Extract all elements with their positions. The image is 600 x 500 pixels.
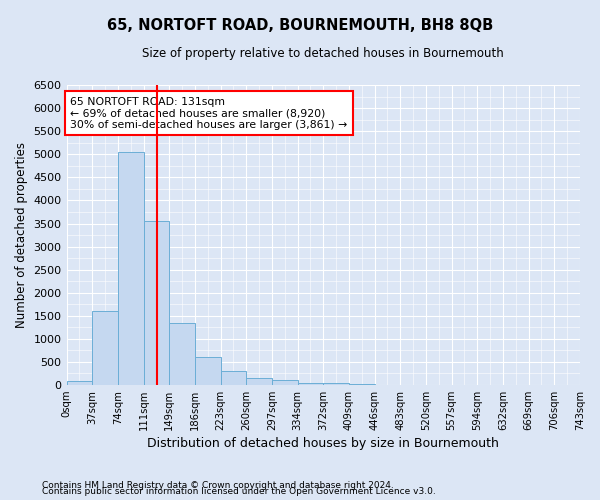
Text: Contains HM Land Registry data © Crown copyright and database right 2024.: Contains HM Land Registry data © Crown c… <box>42 481 394 490</box>
Text: 65, NORTOFT ROAD, BOURNEMOUTH, BH8 8QB: 65, NORTOFT ROAD, BOURNEMOUTH, BH8 8QB <box>107 18 493 32</box>
Bar <box>118 152 143 385</box>
Text: 65 NORTOFT ROAD: 131sqm
← 69% of detached houses are smaller (8,920)
30% of semi: 65 NORTOFT ROAD: 131sqm ← 69% of detache… <box>70 97 347 130</box>
Bar <box>298 382 323 385</box>
Bar <box>272 380 298 385</box>
X-axis label: Distribution of detached houses by size in Bournemouth: Distribution of detached houses by size … <box>148 437 499 450</box>
Bar <box>92 311 118 385</box>
Bar <box>221 371 246 385</box>
Title: Size of property relative to detached houses in Bournemouth: Size of property relative to detached ho… <box>142 48 504 60</box>
Bar <box>169 322 195 385</box>
Bar <box>323 384 349 385</box>
Bar <box>67 382 92 385</box>
Y-axis label: Number of detached properties: Number of detached properties <box>15 142 28 328</box>
Bar <box>143 221 169 385</box>
Bar <box>246 378 272 385</box>
Bar <box>349 384 374 385</box>
Text: Contains public sector information licensed under the Open Government Licence v3: Contains public sector information licen… <box>42 487 436 496</box>
Bar <box>195 357 221 385</box>
